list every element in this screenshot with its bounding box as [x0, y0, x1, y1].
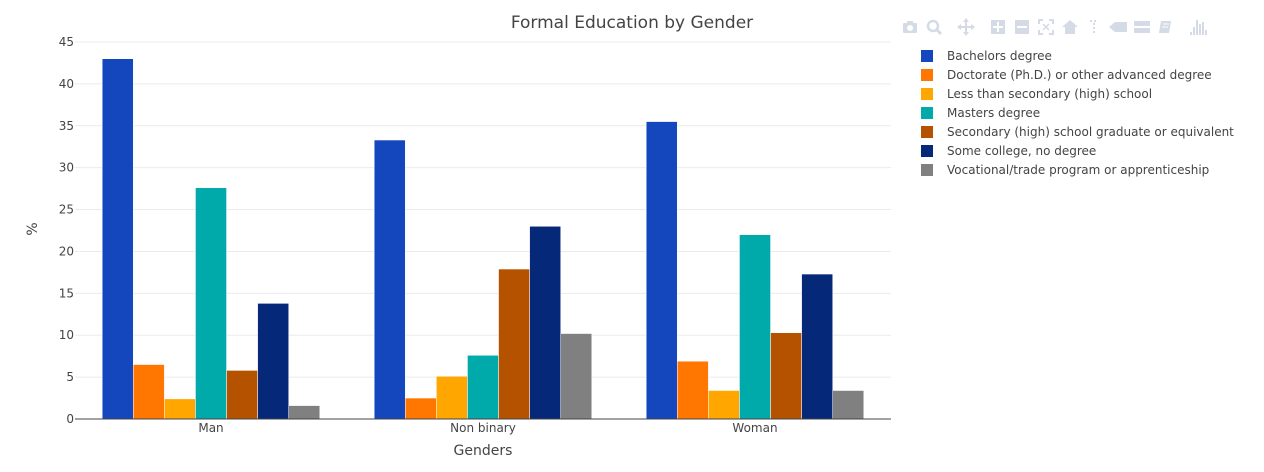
legend-swatch — [921, 68, 933, 81]
bar[interactable] — [770, 332, 802, 420]
bars — [101, 58, 865, 420]
bar[interactable] — [677, 360, 709, 420]
bar[interactable] — [739, 234, 771, 420]
legend-item[interactable]: Doctorate (Ph.D.) or other advanced degr… — [921, 65, 1234, 84]
modebar — [898, 17, 1210, 37]
legend-label: Doctorate (Ph.D.) or other advanced degr… — [947, 67, 1212, 82]
zoom-icon[interactable] — [922, 17, 946, 37]
spike-lines-icon[interactable] — [1082, 17, 1106, 37]
bar[interactable] — [436, 376, 468, 420]
toggle-hover-icon[interactable] — [1154, 17, 1178, 37]
legend: Bachelors degree Doctorate (Ph.D.) or oth… — [921, 46, 1234, 179]
legend-item[interactable]: Bachelors degree — [921, 46, 1234, 65]
y-tick-label: 10 — [59, 328, 74, 342]
y-tick-label: 45 — [59, 35, 74, 49]
hover-compare-icon[interactable] — [1130, 17, 1154, 37]
camera-icon[interactable] — [898, 17, 922, 37]
legend-item[interactable]: Masters degree — [921, 103, 1234, 122]
bar[interactable] — [257, 303, 289, 420]
y-tick-label: 40 — [59, 77, 74, 91]
legend-label: Some college, no degree — [947, 143, 1097, 158]
legend-swatch — [921, 125, 933, 138]
x-axis-label: Genders — [454, 443, 513, 459]
y-tick-label: 25 — [59, 203, 74, 217]
y-tick-label: 20 — [59, 244, 74, 258]
bar[interactable] — [832, 390, 865, 420]
legend-item[interactable]: Vocational/trade program or apprenticesh… — [921, 160, 1234, 179]
chart-title: Formal Education by Gender — [511, 13, 753, 33]
y-tick-label: 35 — [59, 119, 74, 133]
legend-swatch — [921, 106, 933, 119]
bar[interactable] — [645, 121, 678, 420]
legend-swatch — [921, 87, 933, 100]
hover-closest-icon[interactable] — [1106, 17, 1130, 37]
legend-label: Secondary (high) school graduate or equi… — [947, 124, 1234, 139]
autoscale-icon[interactable] — [1034, 17, 1058, 37]
bar[interactable] — [101, 58, 134, 420]
x-tick-label: Non binary — [450, 421, 516, 435]
reset-axes-icon[interactable] — [1058, 17, 1082, 37]
y-tick-label: 15 — [59, 286, 74, 300]
x-tick-label: Man — [198, 421, 223, 435]
bar[interactable] — [529, 226, 561, 420]
bar[interactable] — [288, 405, 321, 420]
legend-label: Less than secondary (high) school — [947, 86, 1153, 101]
legend-swatch — [921, 163, 933, 176]
bar[interactable] — [164, 398, 196, 420]
bar[interactable] — [373, 139, 406, 420]
legend-swatch — [921, 49, 933, 62]
bar[interactable] — [498, 268, 530, 420]
axes: 0 5 10 15 20 25 30 35 40 45 Man Non binary Woman — [59, 35, 891, 435]
y-axis-label: % — [25, 222, 41, 235]
legend-label: Bachelors degree — [947, 48, 1052, 63]
bar[interactable] — [708, 390, 740, 420]
legend-label: Masters degree — [947, 105, 1041, 120]
y-tick-label: 5 — [66, 370, 74, 384]
legend-swatch — [921, 144, 933, 157]
zoom-in-icon[interactable] — [986, 17, 1010, 37]
bar[interactable] — [405, 397, 437, 420]
bar[interactable] — [226, 370, 258, 420]
bar[interactable] — [133, 364, 165, 420]
legend-label: Vocational/trade program or apprenticesh… — [947, 162, 1210, 177]
y-tick-label: 30 — [59, 161, 74, 175]
pan-icon[interactable] — [954, 17, 978, 37]
zoom-out-icon[interactable] — [1010, 17, 1034, 37]
bar[interactable] — [801, 273, 833, 420]
y-tick-label: 0 — [66, 412, 74, 426]
legend-item[interactable]: Less than secondary (high) school — [921, 84, 1234, 103]
legend-item[interactable]: Some college, no degree — [921, 141, 1234, 160]
bar[interactable] — [560, 333, 593, 420]
bar[interactable] — [195, 187, 227, 420]
bar[interactable] — [467, 355, 499, 420]
x-tick-label: Woman — [732, 421, 777, 435]
legend-item[interactable]: Secondary (high) school graduate or equi… — [921, 122, 1234, 141]
plotly-logo-icon[interactable] — [1186, 17, 1210, 37]
